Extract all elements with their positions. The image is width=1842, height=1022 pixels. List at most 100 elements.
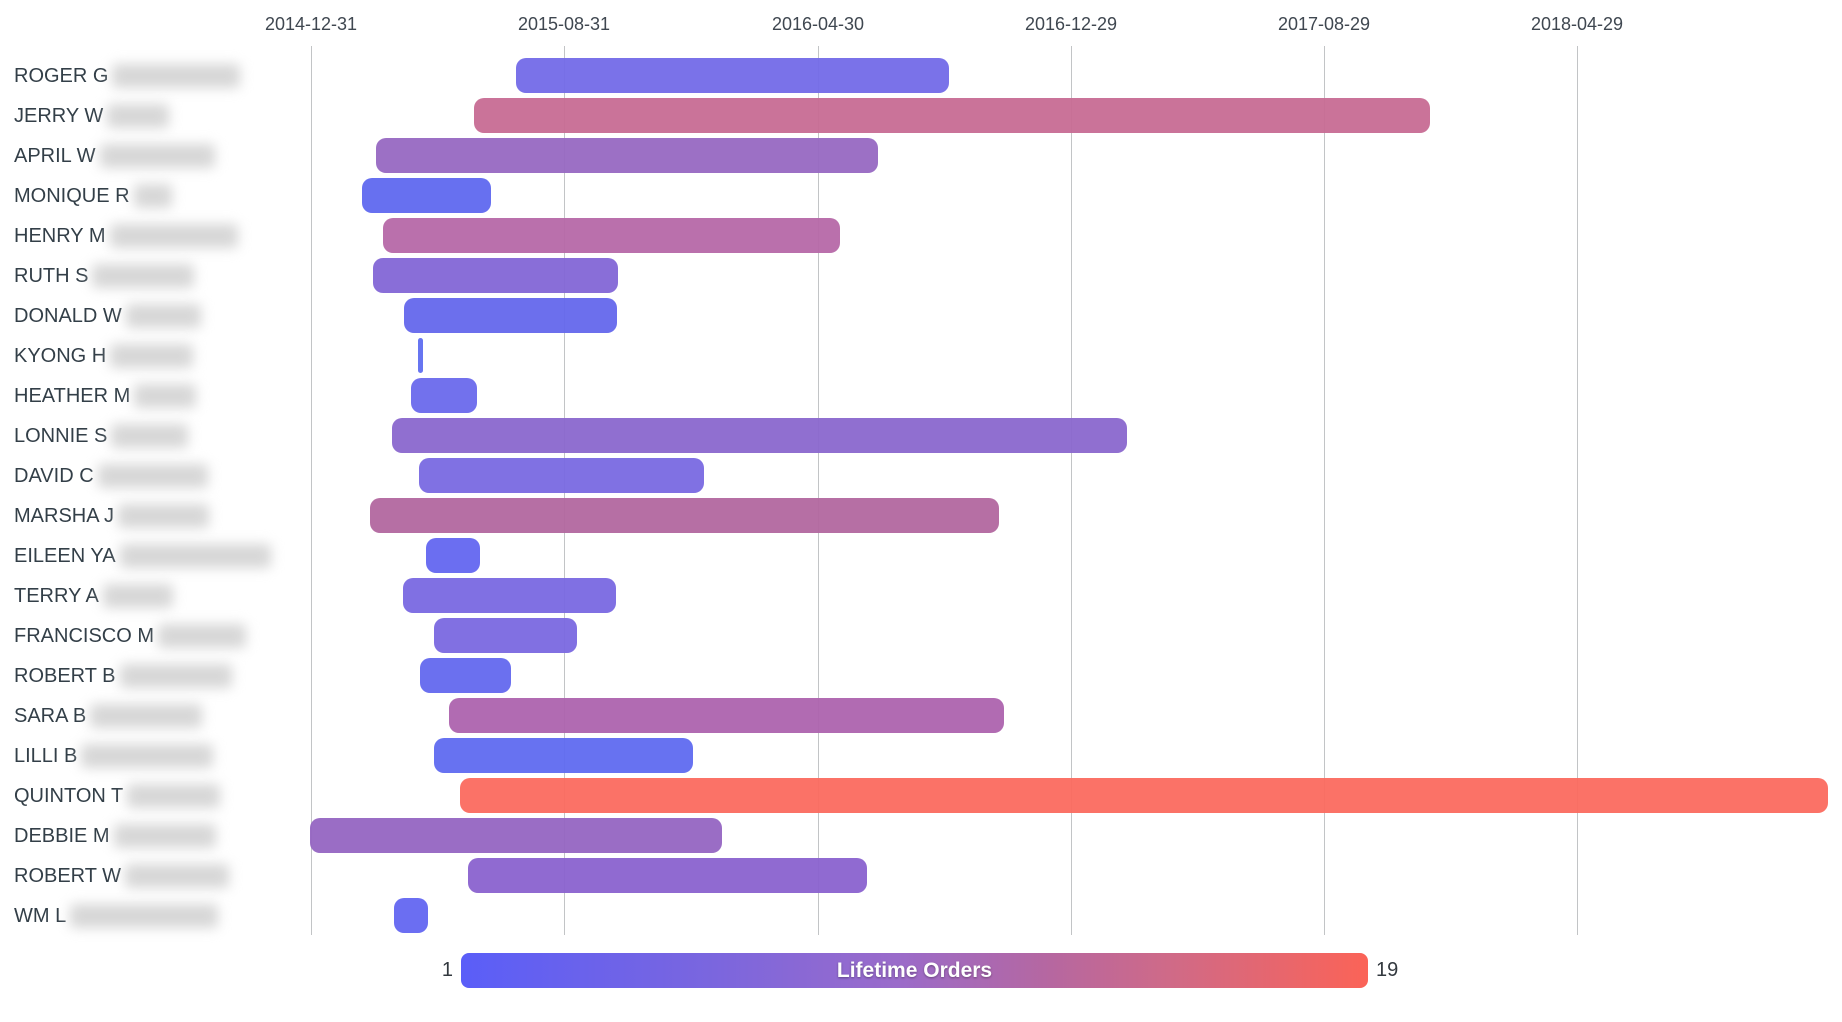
redacted-name-blur xyxy=(112,64,241,89)
x-axis-label: 2017-08-29 xyxy=(1277,14,1371,34)
x-axis-label: 2015-08-31 xyxy=(517,14,611,34)
redacted-name-blur xyxy=(99,144,215,169)
row-label-text: HENRY M xyxy=(14,224,106,247)
redacted-name-blur xyxy=(111,424,189,449)
row-label: KYONG H xyxy=(14,342,194,370)
x-axis-label: 2016-12-29 xyxy=(1024,14,1118,34)
gantt-bar[interactable] xyxy=(419,458,704,493)
row-label-text: ROGER G xyxy=(14,64,109,87)
gantt-bar[interactable] xyxy=(516,58,949,93)
legend-gradient-bar xyxy=(461,953,1368,988)
gridline-2018-04-29 xyxy=(1577,46,1578,935)
row-label: EILEEN YA xyxy=(14,542,271,570)
row-label: ROBERT B xyxy=(14,662,232,690)
gantt-bar[interactable] xyxy=(420,658,511,693)
x-axis-label: 2018-04-29 xyxy=(1530,14,1624,34)
row-label: DAVID C xyxy=(14,462,208,490)
redacted-name-blur xyxy=(158,624,246,649)
redacted-name-blur xyxy=(97,464,208,489)
gantt-bar[interactable] xyxy=(403,578,616,613)
gridline-2017-08-29 xyxy=(1324,46,1325,935)
row-label-text: RUTH S xyxy=(14,264,89,287)
redacted-name-blur xyxy=(133,184,172,209)
redacted-name-blur xyxy=(109,224,238,249)
gantt-bar[interactable] xyxy=(434,738,693,773)
row-label: LILLI B xyxy=(14,742,214,770)
redacted-name-blur xyxy=(102,584,173,609)
gantt-bar[interactable] xyxy=(392,418,1127,453)
gantt-bar[interactable] xyxy=(468,858,867,893)
row-label-text: DEBBIE M xyxy=(14,824,110,847)
row-label-text: APRIL W xyxy=(14,144,96,167)
row-label: FRANCISCO M xyxy=(14,622,246,650)
legend-min-value: 1 xyxy=(441,959,453,981)
redacted-name-blur xyxy=(125,304,201,329)
x-axis-label: 2016-04-30 xyxy=(771,14,865,34)
gantt-bar[interactable] xyxy=(373,258,618,293)
row-label: QUINTON T xyxy=(14,782,221,810)
row-label-text: SARA B xyxy=(14,704,87,727)
redacted-name-blur xyxy=(127,784,221,809)
row-label: TERRY A xyxy=(14,582,173,610)
row-label: JERRY W xyxy=(14,102,170,130)
row-label: APRIL W xyxy=(14,142,215,170)
x-axis-label: 2014-12-31 xyxy=(264,14,358,34)
row-label: RUTH S xyxy=(14,262,195,290)
gantt-bar[interactable] xyxy=(383,218,840,253)
row-label: HEATHER M xyxy=(14,382,197,410)
row-label-text: WM L xyxy=(14,904,67,927)
gantt-bar[interactable] xyxy=(394,898,428,933)
legend-title: Lifetime Orders xyxy=(836,959,993,982)
row-label-text: KYONG H xyxy=(14,344,107,367)
row-label: ROGER G xyxy=(14,62,241,90)
gantt-bar[interactable] xyxy=(426,538,480,573)
gantt-bar[interactable] xyxy=(434,618,577,653)
redacted-name-blur xyxy=(92,264,195,289)
gantt-bar[interactable] xyxy=(460,778,1828,813)
row-label: HENRY M xyxy=(14,222,238,250)
row-label-text: LILLI B xyxy=(14,744,78,767)
redacted-name-blur xyxy=(113,824,216,849)
gridline-2014-12-31 xyxy=(311,46,312,935)
row-label: MARSHA J xyxy=(14,502,210,530)
row-label: LONNIE S xyxy=(14,422,189,450)
row-label-text: FRANCISCO M xyxy=(14,624,154,647)
redacted-name-blur xyxy=(90,704,203,729)
gridline-2016-04-30 xyxy=(818,46,819,935)
gridline-2016-12-29 xyxy=(1071,46,1072,935)
row-label-text: EILEEN YA xyxy=(14,544,116,567)
row-label: DEBBIE M xyxy=(14,822,216,850)
row-label-text: HEATHER M xyxy=(14,384,131,407)
row-label-text: QUINTON T xyxy=(14,784,124,807)
legend-max-value: 19 xyxy=(1376,959,1399,981)
redacted-name-blur xyxy=(70,904,219,929)
row-label: ROBERT W xyxy=(14,862,230,890)
gantt-bar[interactable] xyxy=(474,98,1430,133)
row-label-text: DAVID C xyxy=(14,464,94,487)
row-label: MONIQUE R xyxy=(14,182,172,210)
redacted-name-blur xyxy=(125,864,230,889)
row-label-text: LONNIE S xyxy=(14,424,108,447)
row-label-text: JERRY W xyxy=(14,104,104,127)
redacted-name-blur xyxy=(118,504,210,529)
gantt-bar[interactable] xyxy=(376,138,878,173)
row-label-text: MONIQUE R xyxy=(14,184,130,207)
gantt-bar[interactable] xyxy=(404,298,617,333)
gantt-bar[interactable] xyxy=(418,338,423,373)
row-label-text: ROBERT B xyxy=(14,664,116,687)
gantt-bar[interactable] xyxy=(310,818,722,853)
gantt-bar[interactable] xyxy=(362,178,491,213)
row-label-text: ROBERT W xyxy=(14,864,122,887)
gantt-bar[interactable] xyxy=(449,698,1004,733)
gantt-bar[interactable] xyxy=(370,498,999,533)
redacted-name-blur xyxy=(107,104,170,129)
gantt-bar[interactable] xyxy=(411,378,477,413)
redacted-name-blur xyxy=(110,344,194,369)
row-label-text: DONALD W xyxy=(14,304,122,327)
redacted-name-blur xyxy=(134,384,197,409)
row-label-text: MARSHA J xyxy=(14,504,115,527)
row-label: WM L xyxy=(14,902,219,930)
row-label: SARA B xyxy=(14,702,203,730)
redacted-name-blur xyxy=(81,744,214,769)
